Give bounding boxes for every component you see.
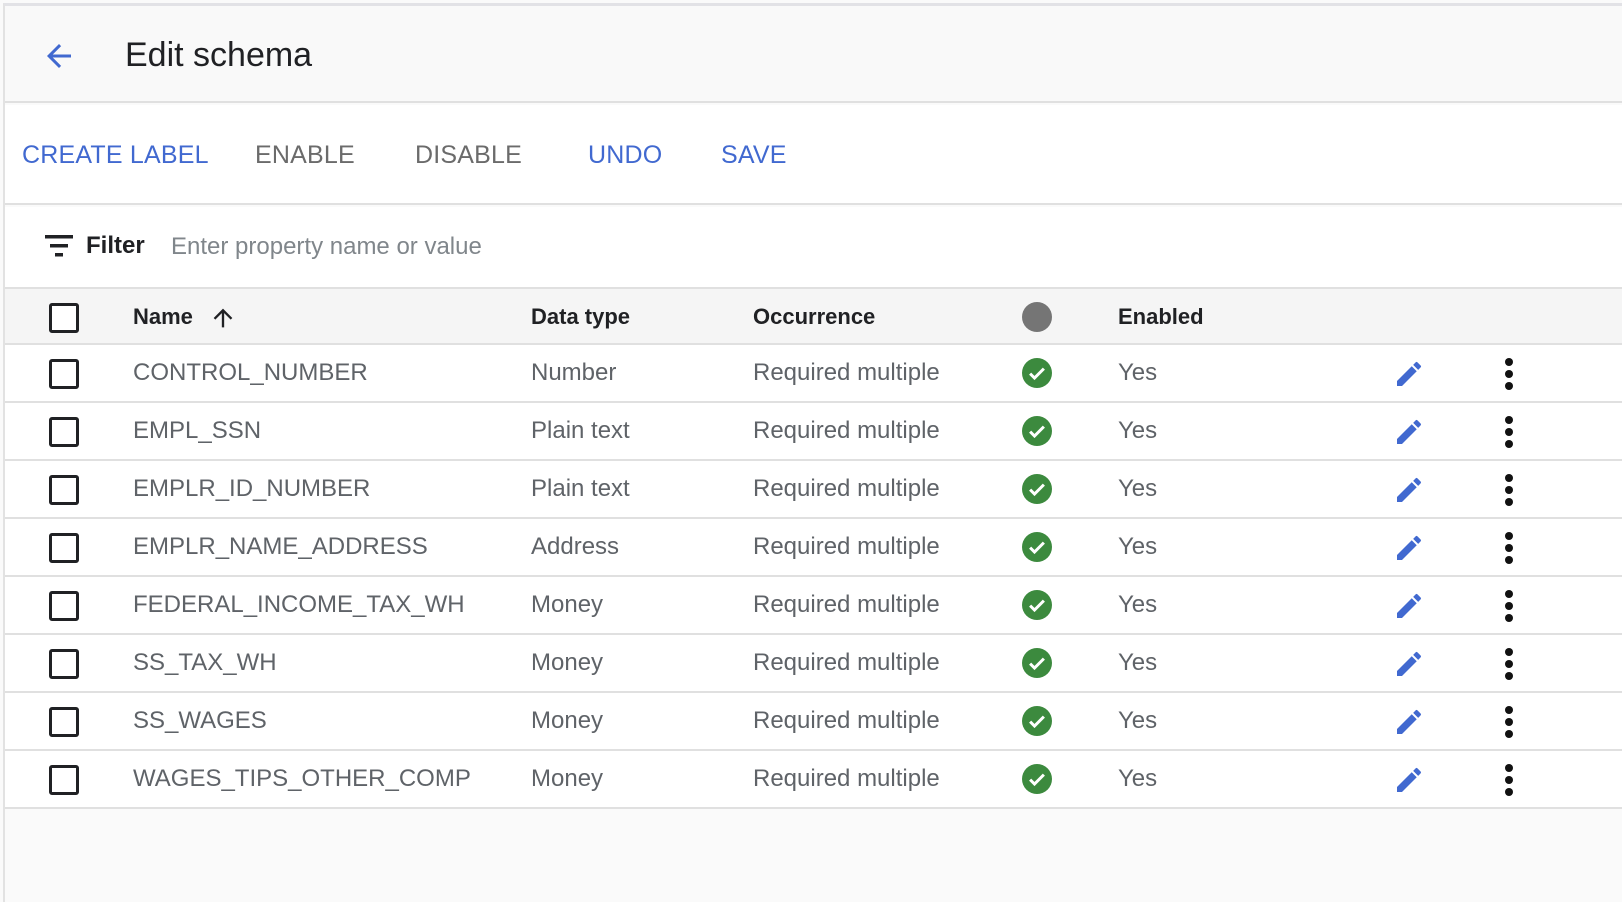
- schema-table: Name Data type Occurrence Enabled CONTRO…: [5, 287, 1622, 809]
- check-circle-icon: [1022, 532, 1052, 562]
- edit-pencil-icon[interactable]: [1393, 706, 1425, 738]
- toolbar: CREATE LABEL ENABLE DISABLE UNDO SAVE: [5, 105, 1622, 205]
- row-checkbox[interactable]: [49, 533, 79, 563]
- page-title: Edit schema: [125, 36, 313, 74]
- check-circle-icon: [1022, 648, 1052, 678]
- more-vert-icon[interactable]: [1499, 473, 1519, 507]
- enable-button[interactable]: ENABLE: [255, 141, 355, 169]
- occurrence: Required multiple: [753, 765, 940, 792]
- data-type: Money: [531, 649, 604, 676]
- more-vert-icon[interactable]: [1499, 415, 1519, 449]
- table-row: EMPLR_NAME_ADDRESS Address Required mult…: [5, 519, 1622, 577]
- check-circle-icon: [1022, 416, 1052, 446]
- table-row: EMPL_SSN Plain text Required multiple Ye…: [5, 403, 1622, 461]
- edit-pencil-icon[interactable]: [1393, 648, 1425, 680]
- row-checkbox[interactable]: [49, 359, 79, 389]
- edit-pencil-icon[interactable]: [1393, 416, 1425, 448]
- check-circle-icon: [1022, 706, 1052, 736]
- data-type: Money: [531, 765, 604, 792]
- more-vert-icon[interactable]: [1499, 589, 1519, 623]
- occurrence: Required multiple: [753, 533, 940, 560]
- more-vert-icon[interactable]: [1499, 705, 1519, 739]
- edit-pencil-icon[interactable]: [1393, 474, 1425, 506]
- table-row: EMPLR_ID_NUMBER Plain text Required mult…: [5, 461, 1622, 519]
- enabled-value: Yes: [1118, 649, 1158, 676]
- check-circle-icon: [1022, 764, 1052, 794]
- filter-input[interactable]: [171, 225, 871, 269]
- enabled-value: Yes: [1118, 475, 1158, 502]
- edit-pencil-icon[interactable]: [1393, 764, 1425, 796]
- data-type: Plain text: [531, 475, 630, 502]
- row-checkbox[interactable]: [49, 649, 79, 679]
- enabled-value: Yes: [1118, 533, 1158, 560]
- table-row: WAGES_TIPS_OTHER_COMP Money Required mul…: [5, 751, 1622, 809]
- property-name: WAGES_TIPS_OTHER_COMP: [133, 765, 471, 792]
- occurrence: Required multiple: [753, 591, 940, 618]
- filter-icon: [45, 235, 73, 257]
- table-row: SS_TAX_WH Money Required multiple Yes: [5, 635, 1622, 693]
- enabled-value: Yes: [1118, 765, 1158, 792]
- more-vert-icon[interactable]: [1499, 357, 1519, 391]
- row-checkbox[interactable]: [49, 591, 79, 621]
- property-name: FEDERAL_INCOME_TAX_WH: [133, 591, 465, 618]
- occurrence: Required multiple: [753, 359, 940, 386]
- arrow-up-icon[interactable]: [209, 304, 237, 332]
- more-vert-icon[interactable]: [1499, 531, 1519, 565]
- row-checkbox[interactable]: [49, 475, 79, 505]
- check-circle-icon: [1022, 474, 1052, 504]
- check-circle-icon: [1022, 358, 1052, 388]
- property-name: SS_WAGES: [133, 707, 267, 734]
- more-vert-icon[interactable]: [1499, 763, 1519, 797]
- create-label-button[interactable]: CREATE LABEL: [22, 141, 209, 169]
- data-type: Money: [531, 591, 604, 618]
- check-circle-icon: [1022, 590, 1052, 620]
- more-vert-icon[interactable]: [1499, 647, 1519, 681]
- occurrence: Required multiple: [753, 417, 940, 444]
- property-name: SS_TAX_WH: [133, 649, 277, 676]
- table-row: SS_WAGES Money Required multiple Yes: [5, 693, 1622, 751]
- edit-schema-page: Edit schema CREATE LABEL ENABLE DISABLE …: [3, 3, 1622, 902]
- edit-pencil-icon[interactable]: [1393, 590, 1425, 622]
- property-name: EMPLR_NAME_ADDRESS: [133, 533, 428, 560]
- enabled-value: Yes: [1118, 359, 1158, 386]
- undo-button[interactable]: UNDO: [588, 141, 663, 169]
- enabled-value: Yes: [1118, 591, 1158, 618]
- data-type: Money: [531, 707, 604, 734]
- column-header-enabled[interactable]: Enabled: [1118, 304, 1204, 329]
- data-type: Number: [531, 359, 617, 386]
- arrow-left-icon[interactable]: [41, 38, 77, 74]
- edit-pencil-icon[interactable]: [1393, 358, 1425, 390]
- filter-label: Filter: [86, 232, 145, 259]
- filter-bar: Filter: [5, 207, 1622, 287]
- data-type: Address: [531, 533, 620, 560]
- edit-pencil-icon[interactable]: [1393, 532, 1425, 564]
- occurrence: Required multiple: [753, 707, 940, 734]
- column-header-data-type[interactable]: Data type: [531, 304, 631, 329]
- save-button[interactable]: SAVE: [721, 141, 787, 169]
- disable-button[interactable]: DISABLE: [415, 141, 523, 169]
- column-header-occurrence[interactable]: Occurrence: [753, 304, 876, 329]
- property-name: EMPL_SSN: [133, 417, 262, 444]
- row-checkbox[interactable]: [49, 417, 79, 447]
- occurrence: Required multiple: [753, 649, 940, 676]
- select-all-checkbox[interactable]: [49, 303, 79, 333]
- table-row: CONTROL_NUMBER Number Required multiple …: [5, 345, 1622, 403]
- page-header: Edit schema: [5, 6, 1622, 103]
- table-row: FEDERAL_INCOME_TAX_WH Money Required mul…: [5, 577, 1622, 635]
- enabled-value: Yes: [1118, 707, 1158, 734]
- status-dot-icon: [1022, 302, 1052, 332]
- data-type: Plain text: [531, 417, 630, 444]
- enabled-value: Yes: [1118, 417, 1158, 444]
- table-header-row: Name Data type Occurrence Enabled: [5, 287, 1622, 345]
- property-name: EMPLR_ID_NUMBER: [133, 475, 371, 502]
- property-name: CONTROL_NUMBER: [133, 359, 368, 386]
- occurrence: Required multiple: [753, 475, 940, 502]
- row-checkbox[interactable]: [49, 707, 79, 737]
- row-checkbox[interactable]: [49, 765, 79, 795]
- column-header-name[interactable]: Name: [133, 289, 237, 345]
